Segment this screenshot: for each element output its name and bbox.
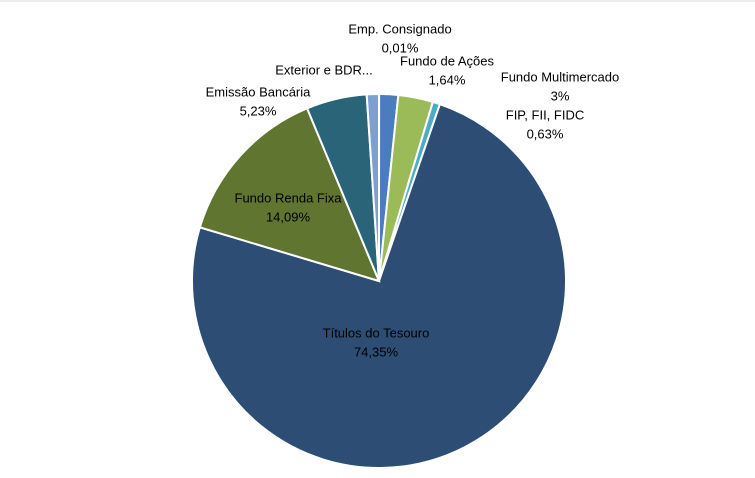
slice-label: Emissão Bancária xyxy=(206,84,312,99)
slice-label: Fundo Multimercado xyxy=(501,69,620,84)
slice-label: Títulos do Tesouro xyxy=(323,325,430,340)
slice-label: FIP, FII, FIDC xyxy=(506,107,585,122)
slice-value-label: 5,23% xyxy=(240,103,277,118)
slice-label: Exterior e BDR... xyxy=(275,62,373,77)
slice-value-label: 0,63% xyxy=(527,126,564,141)
slice-label: Emp. Consignado xyxy=(348,21,451,36)
slice-value-label: 74,35% xyxy=(354,344,399,359)
slice-value-label: 3% xyxy=(551,88,570,103)
slice-value-label: 14,09% xyxy=(266,209,311,224)
slice-label: Fundo de Ações xyxy=(400,53,494,68)
slice-label: Fundo Renda Fixa xyxy=(235,190,343,205)
slice-value-label: 1,64% xyxy=(429,72,466,87)
